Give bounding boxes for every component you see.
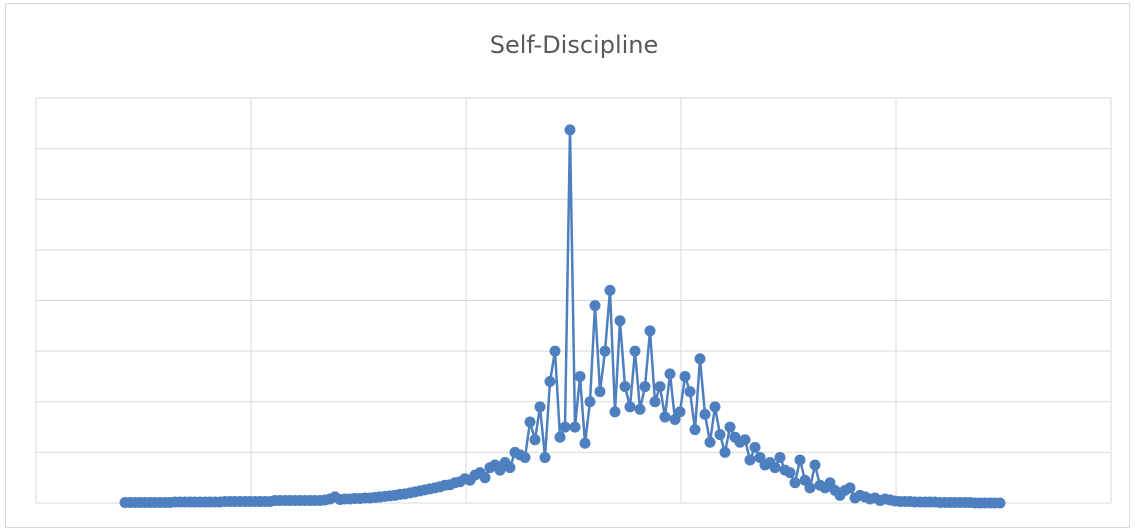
data-point [744, 454, 756, 466]
data-point [789, 477, 801, 489]
data-point [649, 396, 661, 408]
data-point [769, 462, 781, 474]
data-point [534, 401, 546, 413]
data-point [644, 325, 656, 337]
data-point [639, 381, 651, 393]
data-point [679, 370, 691, 382]
data-point [804, 482, 816, 494]
data-point [694, 353, 706, 365]
data-point [844, 482, 856, 494]
data-point [709, 401, 721, 413]
data-point [619, 381, 631, 393]
data-point [589, 300, 601, 312]
data-point [654, 381, 666, 393]
data-point [774, 451, 786, 463]
data-point [724, 421, 736, 433]
data-point [524, 416, 536, 428]
data-point [559, 421, 571, 433]
data-point [614, 315, 626, 327]
data-point [564, 124, 576, 136]
data-point [629, 345, 641, 357]
data-point [664, 368, 676, 380]
data-point [704, 436, 716, 448]
data-point [594, 386, 606, 398]
data-point [599, 345, 611, 357]
data-point [674, 406, 686, 418]
data-point [539, 451, 551, 463]
data-point [749, 441, 761, 453]
data-point [504, 462, 516, 474]
data-point [684, 386, 696, 398]
data-point [624, 401, 636, 413]
data-point [579, 437, 591, 449]
data-point [519, 451, 531, 463]
data-point [714, 429, 726, 441]
data-point [604, 284, 616, 296]
data-point [689, 424, 701, 436]
data-point [719, 446, 731, 458]
data-point [659, 411, 671, 423]
chart-title: Self-Discipline [490, 31, 659, 59]
data-point [699, 408, 711, 420]
data-point [609, 406, 621, 418]
data-point [529, 434, 541, 446]
data-point [994, 497, 1006, 509]
data-point [569, 421, 581, 433]
data-point [784, 467, 796, 479]
data-point [574, 370, 586, 382]
data-point [809, 459, 821, 471]
data-point [549, 345, 561, 357]
data-point [584, 396, 596, 408]
data-point [479, 472, 491, 484]
data-point [794, 454, 806, 466]
data-point [554, 431, 566, 443]
data-point [634, 403, 646, 415]
data-point [544, 376, 556, 387]
data-point [739, 434, 751, 446]
